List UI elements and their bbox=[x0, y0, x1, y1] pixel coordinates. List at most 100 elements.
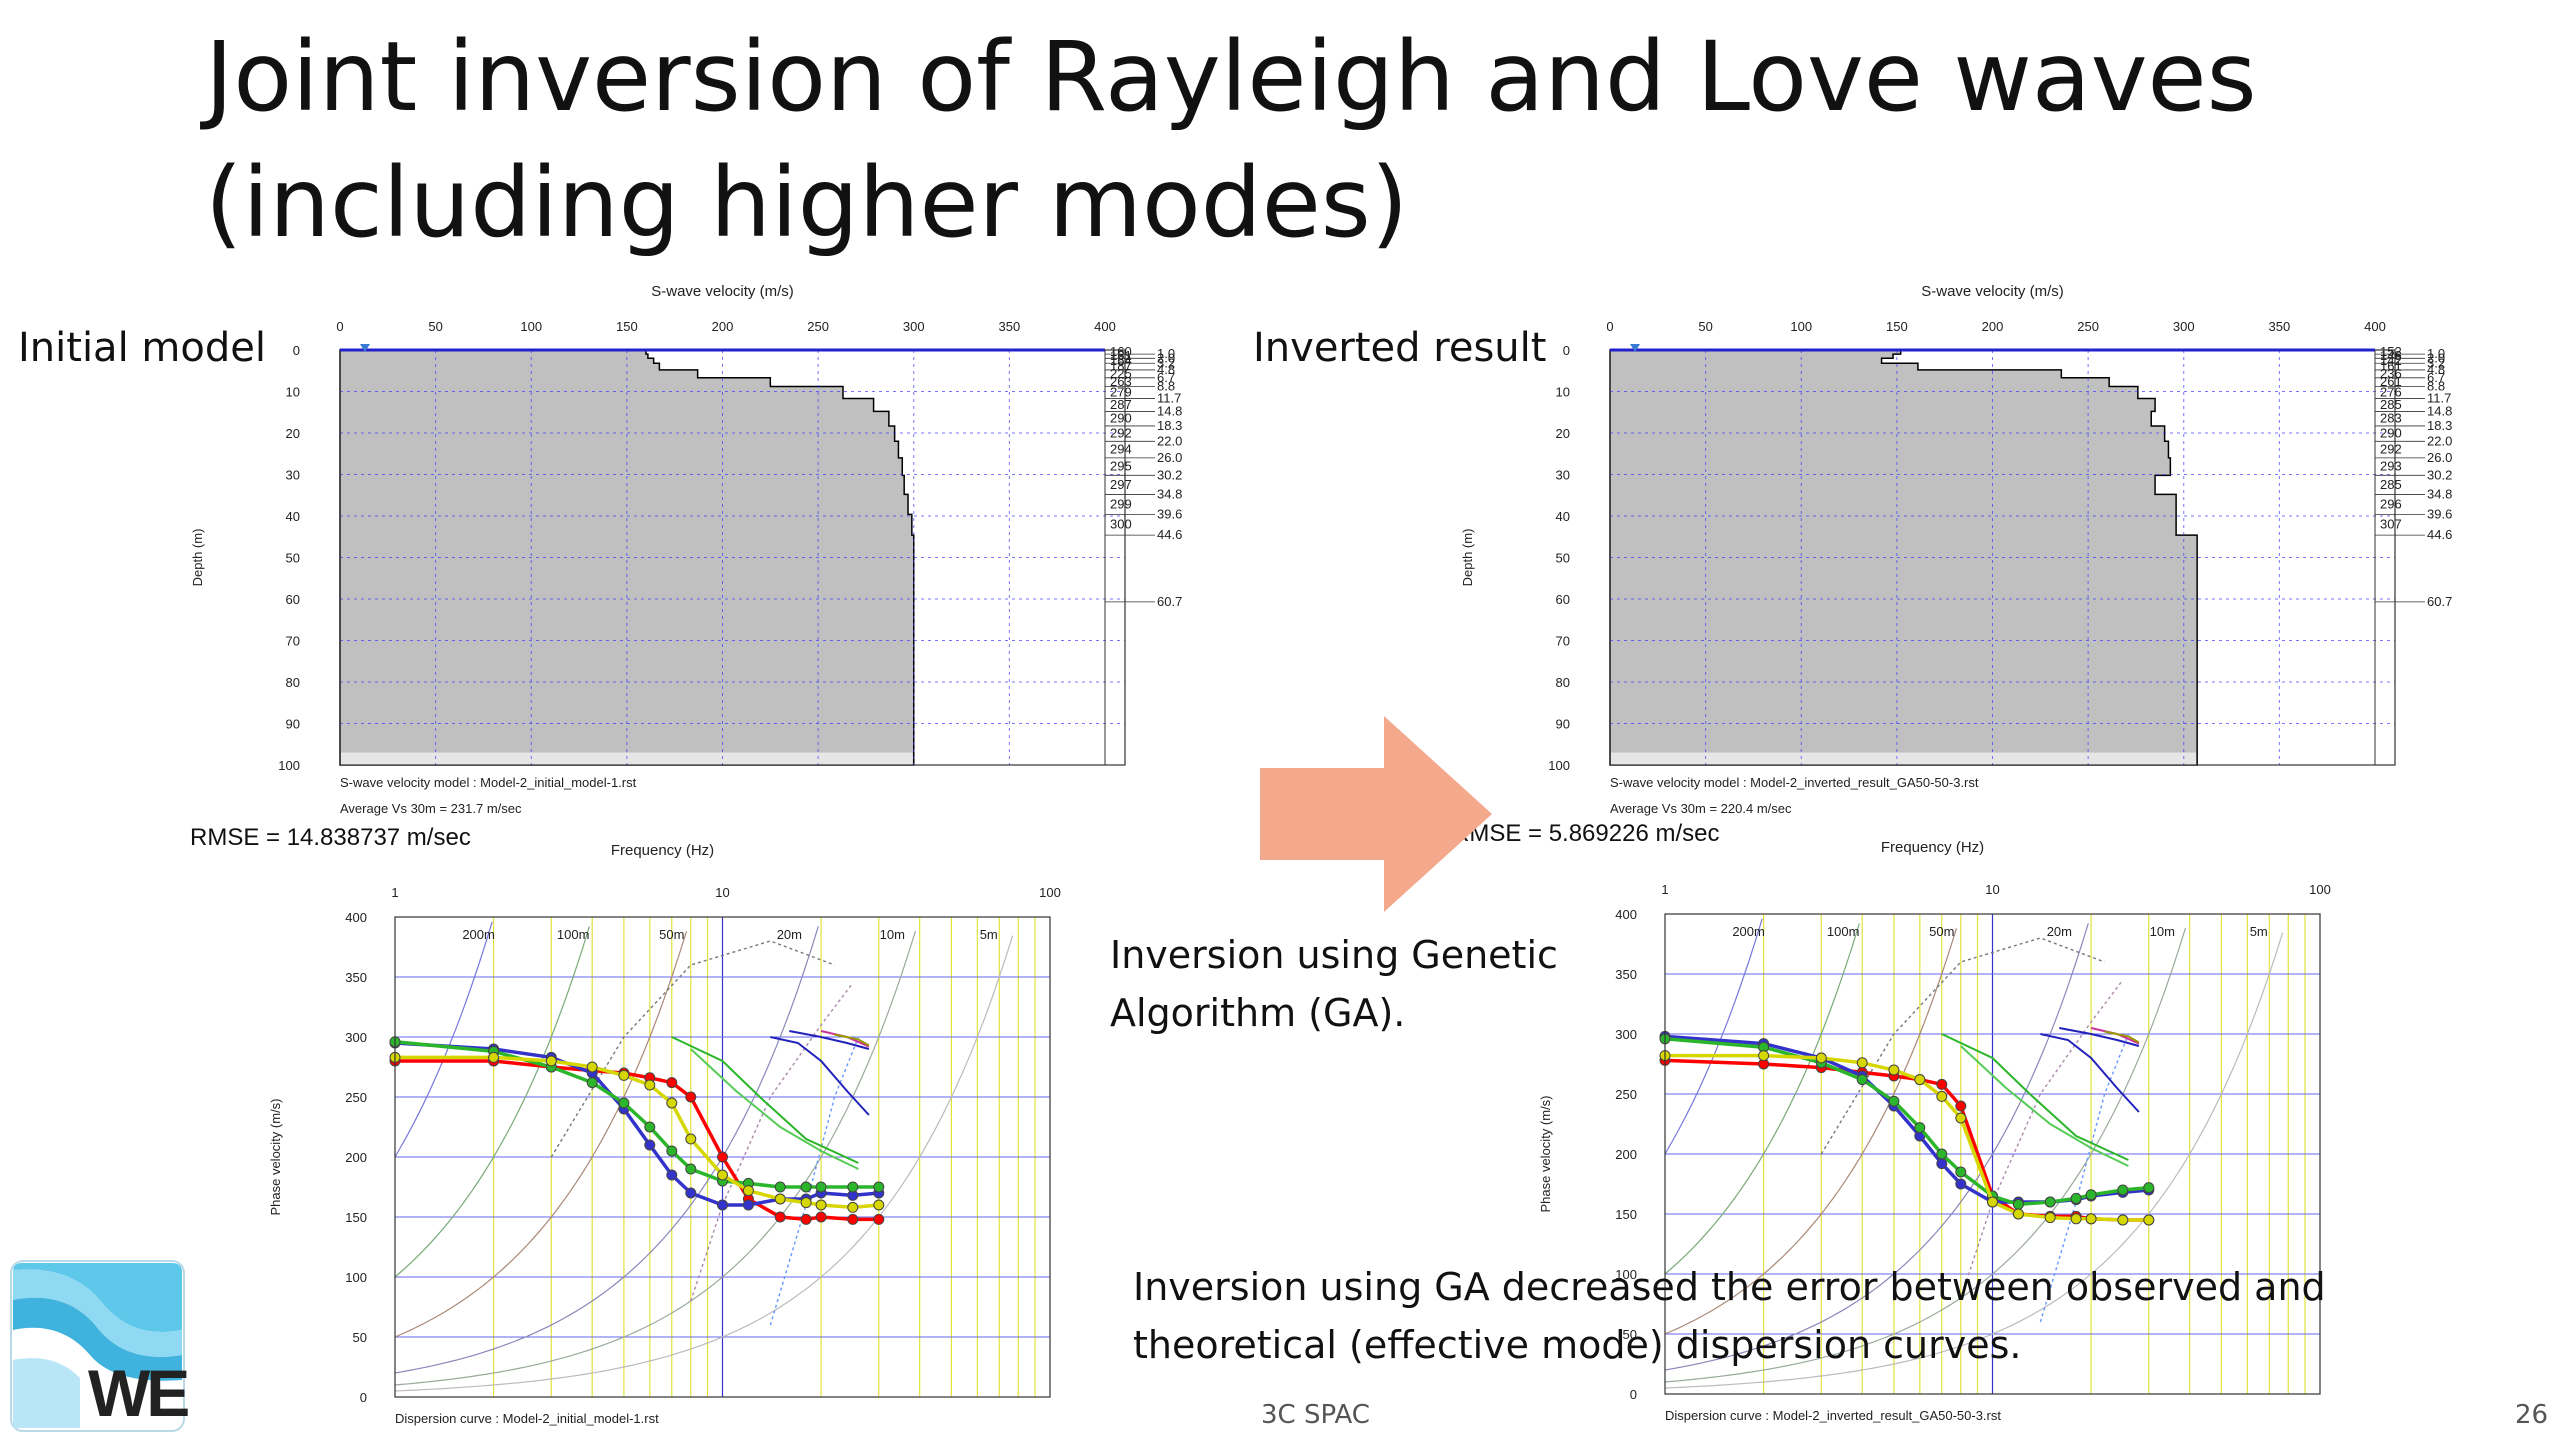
disp-data-point bbox=[1815, 1052, 1827, 1064]
vs-y-tick-label: 60 bbox=[1556, 592, 1570, 607]
vs-x-tick-label: 50 bbox=[428, 319, 442, 334]
disp-data-point bbox=[1936, 1148, 1948, 1160]
vs-y-axis-title: Depth (m) bbox=[1460, 529, 1475, 587]
arrow-shape bbox=[1260, 716, 1492, 912]
disp-data-point bbox=[666, 1169, 678, 1181]
vs-depth-label: 14.8 bbox=[2427, 403, 2452, 418]
disp-data-point bbox=[1914, 1074, 1926, 1086]
vs-x-tick-label: 100 bbox=[520, 319, 542, 334]
vs-depth-label: 34.8 bbox=[2427, 486, 2452, 501]
disp-y-tick-label: 50 bbox=[1623, 1327, 1637, 1342]
vs-depth-label: 8.8 bbox=[1157, 379, 1175, 394]
disp-data-point bbox=[685, 1163, 697, 1175]
vs-layer-velocity-label: 287 bbox=[1110, 397, 1132, 412]
vs-layer-velocity-label: 236 bbox=[2380, 366, 2402, 381]
disp-data-point bbox=[847, 1213, 859, 1225]
disp-data-point bbox=[685, 1133, 697, 1145]
disp-data-point bbox=[847, 1181, 859, 1193]
disp-data-point bbox=[1914, 1122, 1926, 1134]
vs-depth-label: 30.2 bbox=[1157, 467, 1182, 482]
vs-y-tick-label: 30 bbox=[286, 468, 300, 483]
vs-y-tick-label: 20 bbox=[286, 426, 300, 441]
disp-wavelength-label: 5m bbox=[980, 927, 998, 942]
disp-data-point bbox=[873, 1181, 885, 1193]
vs-x-tick-label: 150 bbox=[616, 319, 638, 334]
disp-data-point bbox=[873, 1213, 885, 1225]
disp-higher-mode-curve bbox=[1960, 1045, 2129, 1167]
disp-x-tick-label: 1 bbox=[391, 885, 398, 900]
vs-layer-velocity-label: 290 bbox=[2380, 426, 2402, 441]
disp-wavelength-curve bbox=[394, 931, 688, 1338]
disp-data-point bbox=[2012, 1208, 2024, 1220]
vs-depth-label: 30.2 bbox=[2427, 467, 2452, 482]
vs-y-tick-label: 90 bbox=[1556, 717, 1570, 732]
disp-wavelength-label: 50m bbox=[659, 927, 684, 942]
disp-data-point bbox=[800, 1197, 812, 1209]
disp-data-point bbox=[1856, 1074, 1868, 1086]
disp-data-point bbox=[717, 1151, 728, 1163]
vs-depth-label: 1.0 bbox=[2427, 346, 2445, 361]
vs-layer-velocity-label: 299 bbox=[1110, 496, 1132, 511]
disp-y-tick-label: 250 bbox=[1615, 1087, 1637, 1102]
vs-y-tick-label: 90 bbox=[286, 717, 300, 732]
disp-y-tick-label: 400 bbox=[1615, 907, 1637, 922]
vs-x-tick-label: 150 bbox=[1886, 319, 1908, 334]
disp-data-point bbox=[1936, 1078, 1948, 1090]
disp-data-point bbox=[2085, 1189, 2097, 1201]
disp-higher-mode-curve bbox=[770, 1036, 870, 1116]
ga-description: Inversion using Genetic Algorithm (GA). bbox=[1110, 926, 1558, 1042]
disp-data-point bbox=[815, 1199, 827, 1211]
vs-caption: S-wave velocity model : Model-2_inverted… bbox=[1610, 775, 1979, 790]
vs-depth-label: 18.3 bbox=[1157, 418, 1182, 433]
disp-y-axis-title: Phase velocity (m/s) bbox=[1538, 1095, 1553, 1212]
disp-data-point bbox=[1955, 1178, 1967, 1190]
disp-data-point bbox=[815, 1181, 827, 1193]
vs-depth-label: 4.8 bbox=[2427, 362, 2445, 377]
rmse-inverted: RMSE = 5.869226 m/sec bbox=[1452, 820, 1720, 847]
ga-text-line-1: Inversion using Genetic bbox=[1110, 933, 1558, 977]
disp-wavelength-curve bbox=[1664, 927, 2187, 1383]
vs-x-tick-label: 50 bbox=[1698, 319, 1712, 334]
we-logo-text: WE bbox=[88, 1356, 190, 1430]
disp-data-point bbox=[1955, 1112, 1967, 1124]
disp-x-tick-label: 100 bbox=[2309, 882, 2331, 897]
vs-x-axis-title: S-wave velocity (m/s) bbox=[1921, 283, 2064, 300]
vs-x-tick-label: 0 bbox=[1606, 319, 1613, 334]
disp-data-point bbox=[2143, 1214, 2155, 1226]
vs-x-tick-label: 200 bbox=[1982, 319, 2004, 334]
disp-y-tick-label: 0 bbox=[1630, 1387, 1637, 1402]
vs-y-tick-label: 80 bbox=[1556, 675, 1570, 690]
vs-x-tick-label: 350 bbox=[2269, 319, 2291, 334]
disp-wavelength-label: 20m bbox=[777, 927, 802, 942]
vs-depth-label: 1.0 bbox=[1157, 346, 1175, 361]
vs-layer-velocity-label: 294 bbox=[1110, 442, 1132, 457]
disp-wavelength-label: 5m bbox=[2250, 924, 2268, 939]
vs-depth-label: 11.7 bbox=[2427, 391, 2451, 406]
disp-data-point bbox=[1955, 1166, 1967, 1178]
disp-higher-mode-curve bbox=[690, 1048, 859, 1170]
disp-higher-mode-dotted bbox=[550, 940, 835, 1158]
dispersion-chart-inverted: Frequency (Hz) 1 10 100 0 50 100 150 200 250 300 35… bbox=[1538, 839, 2331, 1423]
vs-layer-velocity-label: 148 bbox=[2380, 348, 2402, 363]
vs-layer-velocity-label: 296 bbox=[2380, 496, 2402, 511]
disp-data-point bbox=[2044, 1212, 2056, 1224]
disp-y-tick-label: 250 bbox=[345, 1090, 367, 1105]
disp-plot-frame bbox=[394, 916, 1051, 1398]
vs-depth-label: 8.8 bbox=[2427, 379, 2445, 394]
disp-data-point bbox=[847, 1201, 859, 1213]
disp-data-point bbox=[742, 1185, 754, 1197]
vs-depth-label: 22.0 bbox=[2427, 433, 2452, 448]
disp-wavelength-curve bbox=[394, 930, 917, 1386]
vs-layer-velocity-label: 285 bbox=[2380, 397, 2402, 412]
vs-y-tick-label: 50 bbox=[286, 551, 300, 566]
vs-layer-velocity-label: 297 bbox=[1110, 477, 1132, 492]
disp-y-axis-title: Phase velocity (m/s) bbox=[268, 1098, 283, 1215]
disp-higher-mode-curve bbox=[1941, 1033, 2129, 1161]
vs-layer-velocity-label: 276 bbox=[2380, 385, 2402, 400]
disp-y-tick-label: 350 bbox=[1615, 967, 1637, 982]
disp-data-point bbox=[1758, 1050, 1770, 1062]
vs-y-tick-label: 60 bbox=[286, 592, 300, 607]
vs-layer-velocity-label: 160 bbox=[1110, 344, 1132, 359]
disp-data-point bbox=[1987, 1196, 1998, 1208]
vs-average-label: Average Vs 30m = 220.4 m/sec bbox=[1610, 801, 1792, 816]
